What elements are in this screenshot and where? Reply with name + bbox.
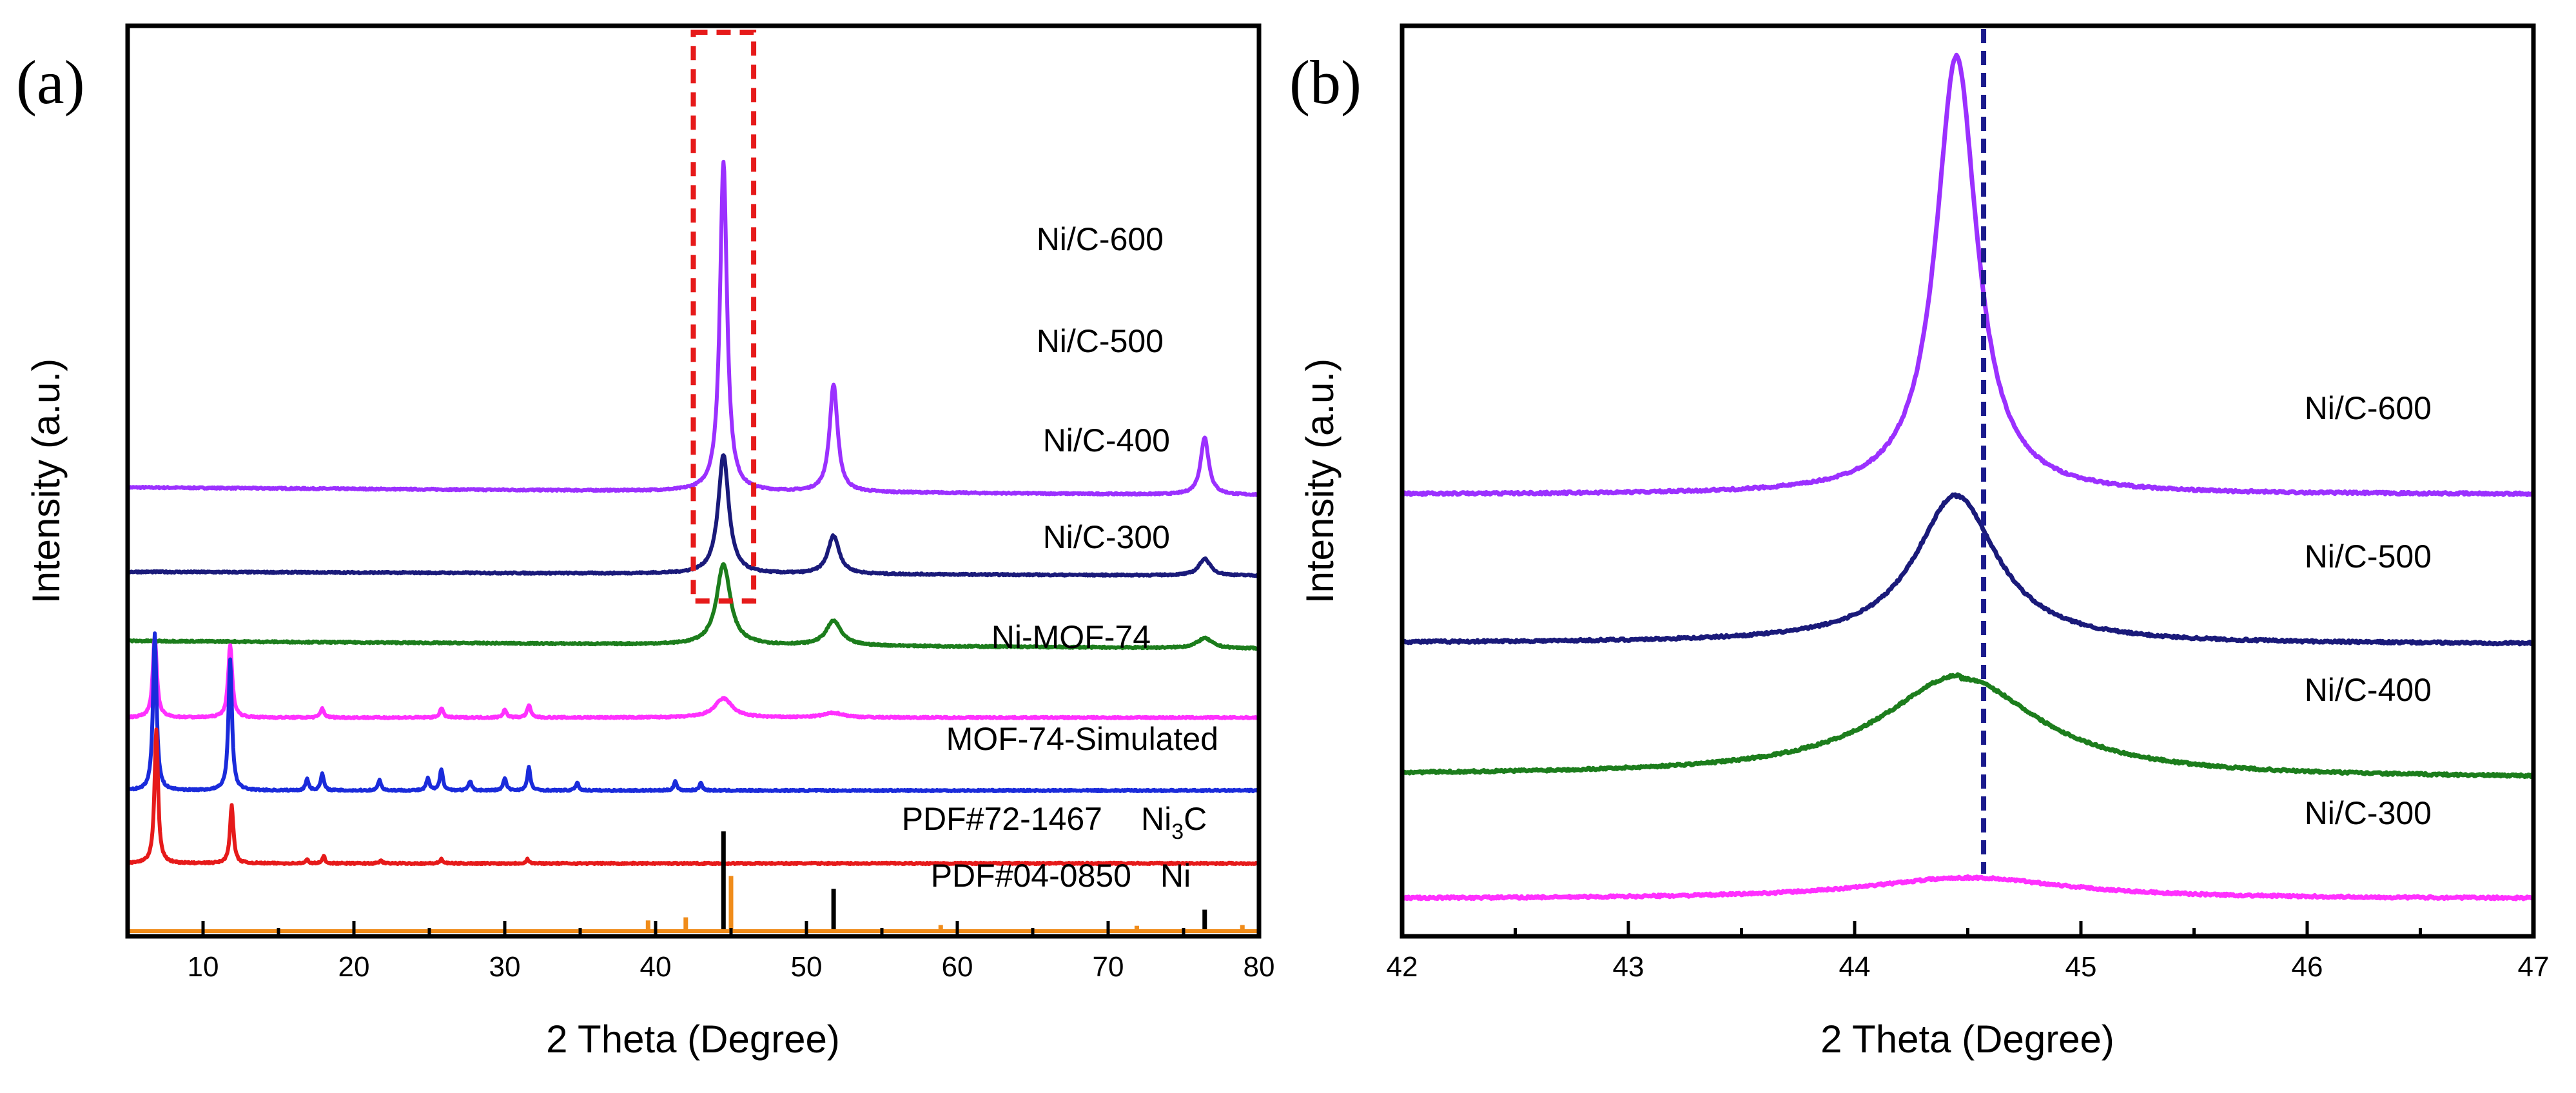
- series-line-b-ni-c-500: [1400, 492, 2535, 647]
- highlight-box: [690, 30, 757, 604]
- series-line-ni-c-600: [126, 159, 1260, 497]
- label-pdf-72-1467: PDF#72-1467: [902, 801, 1102, 837]
- series-line-mof-74-simulated: [126, 727, 1260, 867]
- panel-b-label: (b): [1289, 48, 1361, 117]
- series-line-b-ni-c-600: [1401, 52, 2535, 497]
- x-tick-label: 50: [791, 951, 823, 983]
- panel-a-frame: [125, 23, 1262, 939]
- x-tick-label: 80: [1244, 951, 1275, 983]
- x-tick-label: 10: [188, 951, 219, 983]
- panel-b-series: [1400, 52, 2535, 901]
- label-mof-74-simulated: MOF-74-Simulated: [946, 721, 1218, 757]
- panel-a: (a) 10 20 30 40 50 60 70 80 Ni/C-600 Ni/C-500 N…: [16, 23, 1275, 1061]
- x-tick-label: 47: [2518, 951, 2550, 983]
- series-line-b-ni-c-400: [1401, 672, 2535, 779]
- series-line-ni-mof-74: [126, 631, 1260, 794]
- panel-a-y-axis-label: Intensity (a.u.): [24, 359, 68, 604]
- label-ni-phase: Ni: [1160, 858, 1191, 894]
- x-tick-label: 70: [1093, 951, 1124, 983]
- label-b-ni-c-500: Ni/C-500: [2305, 538, 2432, 575]
- x-tick-label: 42: [1387, 951, 1418, 983]
- panel-b-frame: [1400, 23, 2536, 939]
- panel-b-x-axis-label: 2 Theta (Degree): [1820, 1018, 2114, 1061]
- x-tick-label: 30: [489, 951, 521, 983]
- panel-b-x-ticks: 42 43 44 45 46 47: [1387, 921, 2550, 983]
- label-ni-c-400: Ni/C-400: [1043, 422, 1170, 458]
- series-line-ni-c-300: [126, 635, 1260, 720]
- label-ni-c-500: Ni/C-500: [1037, 323, 1164, 359]
- ni3c-phase-main: Ni: [1141, 801, 1171, 837]
- ni3c-phase-end: C: [1184, 801, 1207, 837]
- x-tick-label: 44: [1839, 951, 1871, 983]
- label-pdf-04-0850: PDF#04-0850: [931, 858, 1131, 894]
- series-line-b-ni-c-300: [1401, 874, 2535, 901]
- panel-a-series: [126, 159, 1261, 867]
- label-ni3c-phase: Ni3C: [1141, 801, 1207, 844]
- label-b-ni-c-300: Ni/C-300: [2305, 795, 2432, 831]
- x-tick-label: 40: [640, 951, 672, 983]
- x-tick-label: 60: [942, 951, 973, 983]
- x-tick-label: 46: [2292, 951, 2323, 983]
- label-b-ni-c-400: Ni/C-400: [2305, 672, 2432, 708]
- panel-a-label: (a): [16, 48, 85, 117]
- panel-b-y-axis-label: Intensity (a.u.): [1298, 359, 1342, 604]
- label-ni-c-300: Ni/C-300: [1043, 519, 1170, 555]
- ni3c-phase-sub: 3: [1171, 820, 1184, 844]
- panel-b: (b) 42 43 44 45 46 47 Ni/C-600 Ni/C-500 Ni/C-…: [1289, 23, 2550, 1061]
- series-line-ni-c-400: [126, 562, 1261, 651]
- label-ni-c-600: Ni/C-600: [1037, 221, 1164, 257]
- label-ni-mof-74: Ni-MOF-74: [991, 619, 1151, 655]
- x-tick-label: 45: [2065, 951, 2097, 983]
- label-b-ni-c-600: Ni/C-600: [2305, 390, 2432, 426]
- x-tick-label: 43: [1613, 951, 1644, 983]
- panel-a-x-axis-label: 2 Theta (Degree): [546, 1018, 840, 1061]
- panel-a-x-ticks: 10 20 30 40 50 60 70 80: [126, 921, 1275, 983]
- panel-a-reference-patterns: [128, 831, 1259, 933]
- x-tick-label: 20: [338, 951, 370, 983]
